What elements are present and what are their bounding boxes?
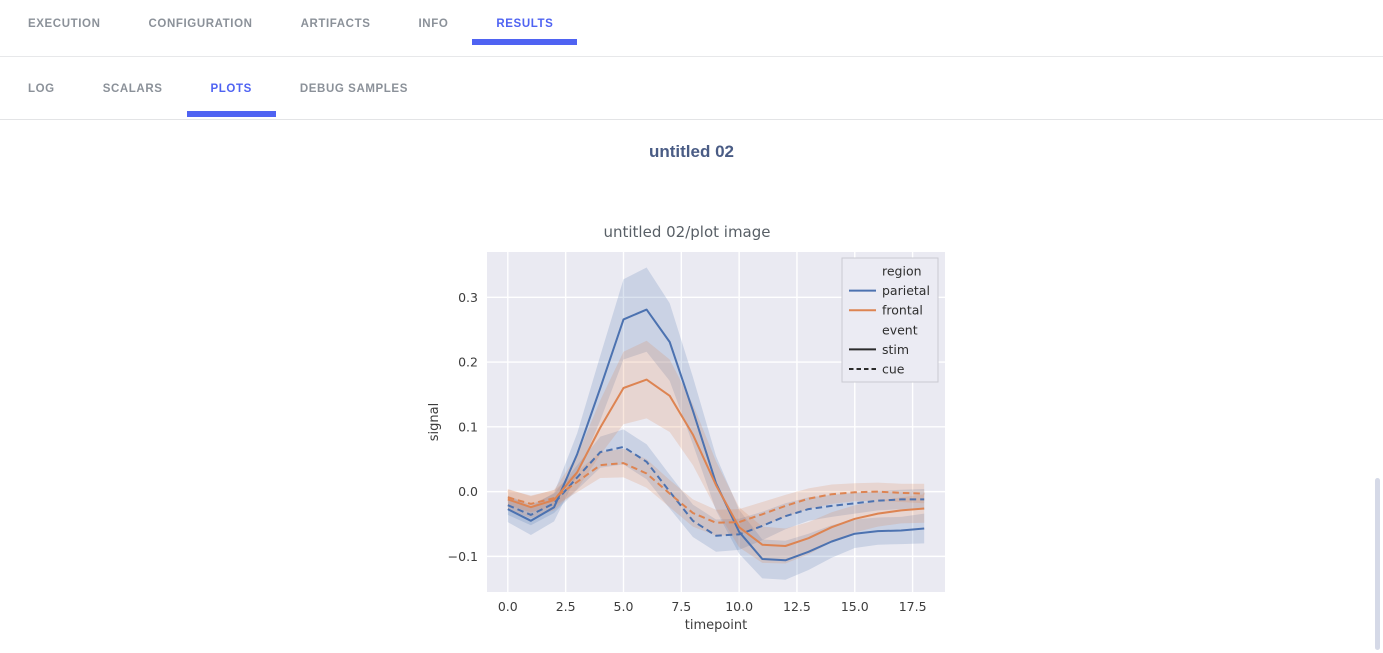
secondary-tab-bar: LOG SCALARS PLOTS DEBUG SAMPLES [0,57,1383,120]
xtick-label: 10.0 [725,599,753,614]
xtick-label: 5.0 [614,599,634,614]
page-title: untitled 02 [648,142,734,161]
line-frontal-stim [507,378,925,547]
tab-configuration[interactable]: CONFIGURATION [148,18,253,30]
ytick-label: 0.0 [458,484,478,499]
tab-artifacts[interactable]: ARTIFACTS [300,18,371,30]
band-parietal-stim [507,267,925,580]
legend-label-stim: stim [882,342,909,357]
xtick-label: 7.5 [671,599,691,614]
xtick-label: 12.5 [783,599,811,614]
tab-debug-samples[interactable]: DEBUG SAMPLES [299,83,408,95]
legend-label-cue: cue [882,362,905,377]
legend-label-parietal: parietal [882,283,930,298]
band-frontal-stim [507,340,925,564]
line-frontal-cue [507,462,925,524]
ytick-label: 0.2 [458,355,478,370]
tab-plots[interactable]: PLOTS [186,57,277,117]
plot-figure[interactable]: untitled 02/plot image −0.1 0.0 0.1 0.2 0.3 0.… [419,219,979,648]
xtick-label: 2.5 [556,599,576,614]
band-parietal-cue [507,429,925,552]
legend-label-region: region [882,264,922,279]
tab-scalars[interactable]: SCALARS [102,83,163,95]
legend-label-frontal: frontal [882,303,923,318]
line-parietal-cue [507,445,925,537]
ytick-label: 0.1 [458,419,478,434]
primary-tab-bar: EXECUTION CONFIGURATION ARTIFACTS INFO R… [0,0,1383,57]
xtick-label: 0.0 [498,599,518,614]
y-axis-label: signal [427,403,442,441]
xtick-label: 15.0 [841,599,869,614]
ytick-label: 0.3 [458,290,478,305]
tab-info[interactable]: INFO [418,18,449,30]
legend-box [841,257,939,383]
plot-title: untitled 02/plot image [603,223,770,241]
legend-label-event: event [882,322,918,337]
plots-panel: untitled 02 untitled 02/plot image −0.1 0.… [0,140,1383,648]
plot-svg[interactable]: untitled 02/plot image −0.1 0.0 0.1 0.2 0.3 0.… [419,219,979,643]
x-axis-label: timepoint [685,618,748,633]
vertical-scrollbar-thumb[interactable] [1375,478,1380,650]
tab-results[interactable]: RESULTS [472,0,578,45]
tab-log[interactable]: LOG [28,83,55,95]
band-frontal-cue [507,448,925,536]
ytick-label: −0.1 [448,549,478,564]
xtick-label: 17.5 [899,599,927,614]
tab-execution[interactable]: EXECUTION [28,18,101,30]
